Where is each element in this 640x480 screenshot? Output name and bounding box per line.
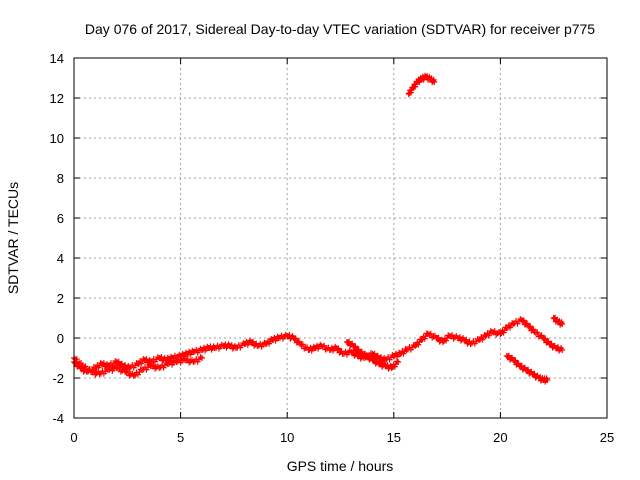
mid-arc-point	[395, 359, 402, 365]
main-band-trace	[542, 335, 549, 342]
mid-arc-trace	[352, 343, 359, 350]
y-tick-label: -4	[52, 411, 64, 426]
end-fragment-point	[559, 321, 566, 327]
y-tick-label: 4	[57, 251, 64, 266]
main-band-point	[497, 331, 504, 337]
y-tick-label: 12	[50, 91, 64, 106]
y-tick-label: 10	[50, 131, 64, 146]
lower-band-point	[198, 355, 205, 361]
plot-frame	[73, 57, 608, 419]
main-band-trace	[292, 335, 299, 342]
main-band-trace	[534, 329, 541, 336]
lower-band-trace	[82, 363, 89, 370]
x-tick-label: 25	[600, 430, 614, 445]
mid-arc-point	[388, 365, 395, 371]
main-band-trace	[335, 345, 342, 352]
main-band-point	[439, 339, 446, 345]
chart-title: Day 076 of 2017, Sidereal Day-to-day VTE…	[85, 21, 595, 37]
data-points	[71, 72, 566, 385]
y-tick-label: -2	[52, 371, 64, 386]
x-tick-label: 15	[387, 430, 401, 445]
axis-ticks: 0 5 10 15 20 25 -4 -2 0 2 4 6 8 10 12 14	[50, 51, 615, 445]
main-band-trace	[520, 317, 527, 324]
main-band-point	[412, 343, 419, 349]
x-axis-label: GPS time / hours	[287, 458, 394, 474]
x-tick-label: 10	[280, 430, 294, 445]
descending-arc-point	[544, 377, 551, 383]
y-tick-label: 14	[50, 51, 64, 66]
upper-arc-point	[431, 79, 438, 85]
main-band-trace	[527, 323, 534, 330]
x-tick-label: 5	[177, 430, 184, 445]
lower-band-trace	[116, 364, 123, 371]
gridlines	[74, 58, 607, 418]
descending-arc-trace	[512, 357, 519, 364]
y-tick-label: 0	[57, 331, 64, 346]
lower-band-trace	[73, 356, 80, 363]
main-band-point	[418, 337, 425, 343]
x-tick-label: 20	[493, 430, 507, 445]
y-axis-label: SDTVAR / TECUs	[5, 182, 21, 294]
main-band-point	[559, 347, 566, 353]
main-band-trace	[427, 330, 434, 337]
y-tick-label: 2	[57, 291, 64, 306]
main-band-trace	[299, 341, 306, 348]
y-tick-label: 8	[57, 171, 64, 186]
main-band-trace	[321, 342, 328, 349]
y-tick-label: 6	[57, 211, 64, 226]
lower-band-trace	[125, 368, 132, 375]
x-tick-label: 0	[70, 430, 77, 445]
